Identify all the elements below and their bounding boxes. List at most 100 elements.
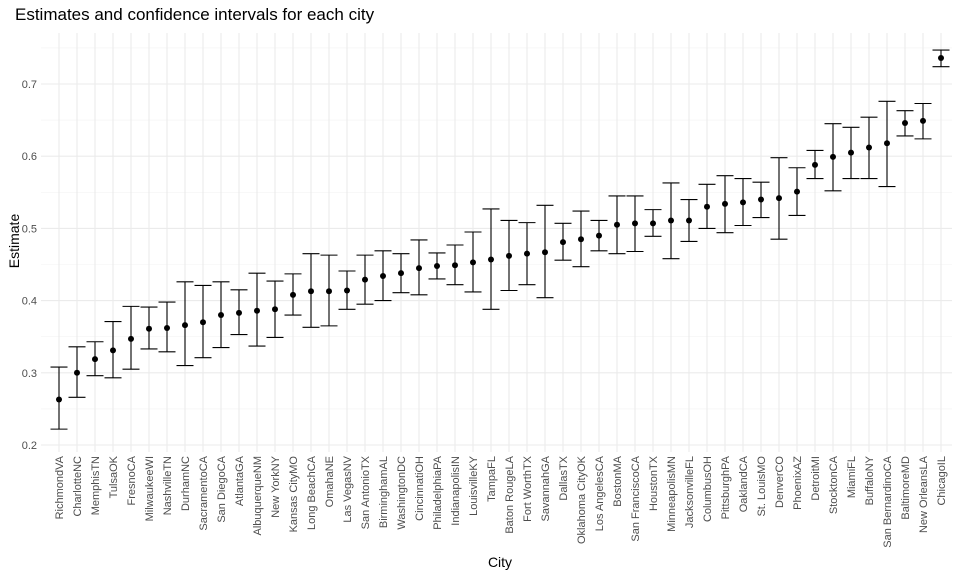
x-tick-label: Fort WorthTX [522,455,534,521]
x-tick-label: San FranciscoCA [630,455,642,541]
x-tick-label: LouisvilleKY [468,455,480,516]
x-tick-label: Las VegasNV [342,455,354,522]
estimate-point [794,188,800,195]
estimate-point [146,325,152,332]
estimate-point [56,396,62,403]
estimate-point [488,256,494,263]
grid [41,33,952,452]
estimate-point [524,250,530,257]
x-tick-label: MilwaukeeWI [144,456,156,521]
x-tick-label: ChicagoIL [936,456,948,506]
estimate-point [596,232,602,239]
chart-title: Estimates and confidence intervals for e… [15,5,375,24]
x-tick-label: San AntonioTX [360,455,372,529]
estimate-point [254,307,260,314]
estimate-point [614,221,620,228]
x-tick-label: BuffaloNY [864,455,876,505]
estimate-point [848,149,854,156]
x-tick-label: NashvilleTN [162,456,174,515]
estimate-point [398,270,404,277]
estimate-point [938,55,944,62]
estimate-points [56,55,944,403]
estimate-point [128,335,134,342]
x-tick-label: CincinnatiOH [414,456,426,521]
x-tick-label: MemphisTN [90,456,102,515]
estimate-point [92,356,98,363]
y-axis-ticks: 0.2 0.3 0.4 0.5 0.6 0.7 [22,79,37,452]
estimate-point [362,276,368,283]
x-tick-label: BostonMA [612,455,624,506]
estimate-point [470,259,476,266]
x-tick-label: TulsaOK [108,455,120,498]
x-tick-label: New OrleansLA [918,455,930,533]
estimate-point [920,117,926,124]
y-axis-title: Estimate [6,214,22,269]
x-tick-label: IndianapolisIN [450,456,462,526]
estimate-point [272,306,278,313]
estimate-point [866,144,872,151]
estimate-point [344,287,350,294]
estimate-point [560,239,566,246]
x-tick-label: PittsburghPA [720,455,732,519]
x-tick-label: DurhamNC [180,456,192,511]
x-axis-title: City [488,554,512,570]
estimate-point [182,322,188,329]
estimate-point [650,220,656,227]
estimate-point [110,347,116,354]
estimate-point [542,249,548,256]
x-tick-label: DallasTX [558,455,570,500]
estimate-point [434,262,440,269]
x-tick-label: SavannahGA [540,455,552,521]
estimate-point [236,309,242,316]
x-tick-label: OmahaNE [324,456,336,507]
estimate-point [452,262,458,269]
estimate-point [758,196,764,203]
x-tick-label: ColumbusOH [702,456,714,522]
estimate-point [74,369,80,376]
x-tick-label: WashingtonDC [396,456,408,530]
x-tick-label: Baton RougeLA [504,455,516,533]
x-tick-label: AlbuquerqueNM [252,456,264,536]
estimate-point [668,217,674,224]
estimate-point [776,195,782,202]
x-tick-label: PhoenixAZ [792,456,804,510]
x-tick-label: MiamiFL [846,456,858,498]
estimate-point [704,203,710,210]
x-tick-label: DenverCO [774,456,786,508]
x-tick-label: RichmondVA [54,455,66,519]
estimate-point [686,217,692,224]
x-tick-label: SacramentoCA [198,455,210,530]
x-tick-label: New YorkNY [270,455,282,517]
x-tick-label: AtlantaGA [234,455,246,506]
x-tick-label: San BernardinoCA [882,455,894,547]
estimate-point [830,153,836,160]
x-tick-label: Oklahoma CityOK [576,455,588,544]
x-tick-label: MinneapolisMN [666,456,678,532]
estimate-point [218,312,224,319]
x-axis-ticks: RichmondVA CharlotteNC MemphisTN TulsaOK Fre… [54,455,948,547]
y-tick-label: 0.3 [22,368,37,380]
estimate-point [884,140,890,147]
x-tick-label: HoustonTX [648,455,660,511]
y-tick-label: 0.6 [22,151,37,163]
estimate-point [812,161,818,168]
x-tick-label: Kansas CityMO [288,456,300,533]
estimate-point [380,273,386,280]
estimate-point [164,325,170,332]
x-tick-label: CharlotteNC [72,456,84,517]
x-tick-label: St. LouisMO [756,456,768,517]
estimate-point [200,319,206,326]
y-tick-label: 0.2 [22,440,37,452]
y-tick-label: 0.5 [22,223,37,235]
x-tick-label: Los AngelesCA [594,455,606,531]
x-tick-label: FresnoCA [126,455,138,505]
estimate-point [290,291,296,298]
estimate-point [308,288,314,295]
x-tick-label: StocktonCA [828,455,840,514]
y-tick-label: 0.4 [22,296,37,308]
x-tick-label: San DiegoCA [216,455,228,522]
estimate-point [740,199,746,206]
x-tick-label: BirminghamAL [378,456,390,528]
estimate-point [722,200,728,207]
